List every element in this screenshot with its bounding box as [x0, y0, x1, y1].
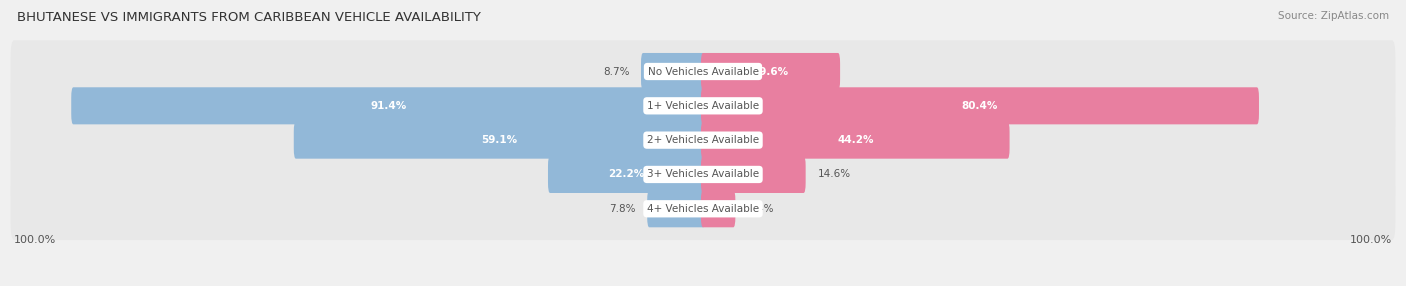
Text: 7.8%: 7.8% [609, 204, 636, 214]
FancyBboxPatch shape [11, 40, 1395, 103]
Text: 100.0%: 100.0% [14, 235, 56, 245]
FancyBboxPatch shape [72, 87, 704, 124]
Text: 91.4%: 91.4% [370, 101, 406, 111]
Text: 4.4%: 4.4% [747, 204, 773, 214]
Text: 80.4%: 80.4% [962, 101, 998, 111]
FancyBboxPatch shape [11, 75, 1395, 137]
FancyBboxPatch shape [647, 190, 704, 227]
FancyBboxPatch shape [702, 156, 806, 193]
Text: 44.2%: 44.2% [837, 135, 873, 145]
FancyBboxPatch shape [702, 87, 1258, 124]
Text: 100.0%: 100.0% [1350, 235, 1392, 245]
FancyBboxPatch shape [11, 178, 1395, 240]
Text: 14.6%: 14.6% [817, 170, 851, 179]
FancyBboxPatch shape [702, 53, 841, 90]
FancyBboxPatch shape [702, 122, 1010, 159]
Text: Source: ZipAtlas.com: Source: ZipAtlas.com [1278, 11, 1389, 21]
Text: 8.7%: 8.7% [603, 67, 630, 76]
FancyBboxPatch shape [641, 53, 704, 90]
Text: No Vehicles Available: No Vehicles Available [648, 67, 758, 76]
FancyBboxPatch shape [11, 143, 1395, 206]
Text: 19.6%: 19.6% [752, 67, 789, 76]
FancyBboxPatch shape [548, 156, 704, 193]
Text: 2+ Vehicles Available: 2+ Vehicles Available [647, 135, 759, 145]
Text: 4+ Vehicles Available: 4+ Vehicles Available [647, 204, 759, 214]
Text: 3+ Vehicles Available: 3+ Vehicles Available [647, 170, 759, 179]
FancyBboxPatch shape [294, 122, 704, 159]
Text: 59.1%: 59.1% [481, 135, 517, 145]
Text: 1+ Vehicles Available: 1+ Vehicles Available [647, 101, 759, 111]
FancyBboxPatch shape [11, 109, 1395, 171]
FancyBboxPatch shape [702, 190, 735, 227]
Text: BHUTANESE VS IMMIGRANTS FROM CARIBBEAN VEHICLE AVAILABILITY: BHUTANESE VS IMMIGRANTS FROM CARIBBEAN V… [17, 11, 481, 24]
Text: 22.2%: 22.2% [609, 170, 645, 179]
